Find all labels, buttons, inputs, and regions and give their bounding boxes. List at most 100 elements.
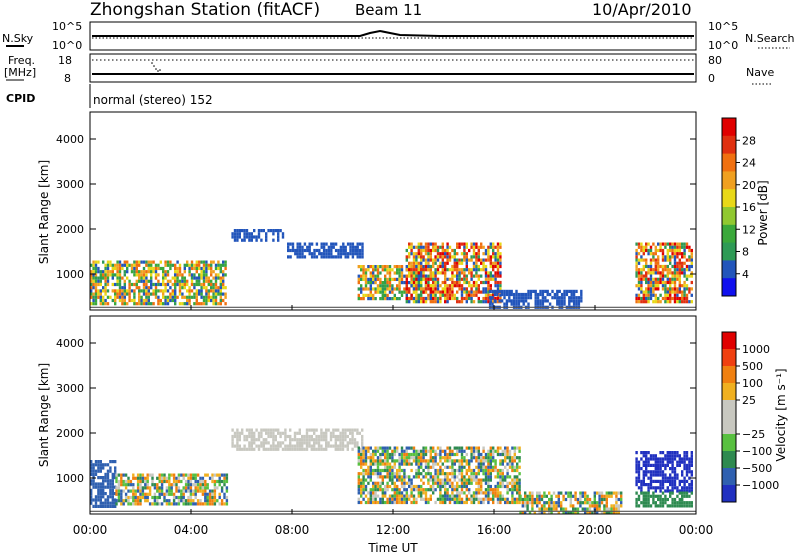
heatmap-cell	[117, 499, 121, 503]
heatmap-cell	[417, 268, 420, 272]
heatmap-cell	[405, 446, 408, 450]
heatmap-cell	[480, 478, 483, 482]
heatmap-cell	[434, 478, 437, 482]
heatmap-cell	[533, 497, 536, 502]
heatmap-cell	[504, 484, 507, 489]
heatmap-cell	[661, 497, 665, 502]
heatmap-cell	[540, 497, 544, 502]
heatmap-cell	[647, 264, 650, 269]
heatmap-cell	[463, 296, 466, 301]
heatmap-cell	[94, 504, 98, 508]
heatmap-cell	[439, 500, 442, 505]
heatmap-cell	[376, 287, 380, 291]
heatmap-cell	[391, 481, 394, 485]
heatmap-cell	[551, 289, 554, 293]
heatmap-cell	[647, 470, 650, 474]
heatmap-cell	[162, 266, 165, 271]
heatmap-cell	[569, 501, 572, 505]
colorbar-segment	[722, 349, 736, 367]
heatmap-cell	[451, 484, 454, 489]
colorbar-tick-label: 25	[742, 394, 756, 407]
heatmap-cell	[388, 268, 392, 272]
heatmap-cell	[424, 290, 428, 294]
heatmap-cell	[213, 486, 217, 490]
heatmap-cell	[400, 271, 404, 275]
velocity-data	[90, 428, 696, 514]
heatmap-cell	[501, 494, 504, 498]
heatmap-cell	[214, 273, 218, 277]
heatmap-cell	[480, 452, 483, 457]
heatmap-cell	[384, 494, 387, 498]
heatmap-cell	[204, 495, 207, 500]
heatmap-cell	[690, 486, 693, 490]
nsky-label: N.Sky	[2, 32, 34, 45]
heatmap-cell	[162, 292, 165, 296]
heatmap-cell	[446, 446, 449, 450]
heatmap-cell	[231, 441, 234, 445]
heatmap-cell	[400, 449, 404, 453]
heatmap-cell	[683, 274, 686, 278]
heatmap-cell	[114, 501, 117, 505]
heatmap-cell	[422, 277, 425, 281]
heatmap-cell	[367, 293, 370, 297]
heatmap-cell	[448, 478, 452, 482]
heatmap-cell	[420, 255, 423, 259]
heatmap-cell	[386, 465, 389, 469]
heatmap-cell	[97, 482, 100, 486]
heatmap-cell	[364, 456, 368, 460]
heatmap-cell	[376, 465, 380, 469]
heatmap-cell	[541, 302, 545, 306]
heatmap-cell	[182, 492, 185, 496]
heatmap-cell	[97, 495, 100, 499]
heatmap-cell	[654, 470, 657, 474]
heatmap-cell	[92, 469, 95, 473]
heatmap-cell	[374, 497, 377, 501]
heatmap-cell	[436, 452, 440, 457]
heatmap-cell	[415, 468, 418, 473]
heatmap-cell	[379, 462, 382, 466]
heatmap-cell	[220, 486, 224, 490]
heatmap-cell	[458, 468, 461, 473]
heatmap-cell	[342, 242, 345, 246]
heatmap-cell	[538, 501, 541, 505]
heatmap-cell	[111, 495, 114, 499]
heatmap-cell	[520, 292, 523, 297]
heatmap-cell	[303, 441, 306, 445]
heatmap-cell	[357, 475, 360, 479]
heatmap-cell	[436, 484, 440, 489]
heatmap-cell	[408, 271, 411, 275]
heatmap-cell	[90, 276, 93, 280]
heatmap-cell	[168, 483, 171, 487]
heatmap-cell	[90, 492, 93, 496]
heatmap-cell	[526, 504, 529, 508]
heatmap-cell	[224, 295, 227, 299]
heatmap-cell	[586, 501, 589, 505]
heatmap-cell	[248, 431, 251, 435]
heatmap-cell	[174, 263, 177, 267]
heatmap-cell	[163, 473, 166, 477]
heatmap-cell	[90, 286, 93, 290]
heatmap-cell	[134, 499, 137, 503]
heatmap-cell	[339, 245, 343, 249]
heatmap-cell	[453, 248, 456, 253]
heatmap-cell	[489, 456, 492, 460]
heatmap-cell	[255, 235, 258, 239]
heatmap-cell	[142, 266, 146, 271]
heatmap-cell	[688, 274, 691, 278]
heatmap-cell	[376, 462, 380, 466]
heatmap-cell	[453, 261, 456, 265]
heatmap-cell	[669, 454, 672, 458]
heatmap-cell	[429, 497, 432, 501]
heatmap-cell	[120, 476, 123, 480]
heatmap-cell	[104, 479, 107, 483]
heatmap-cell	[524, 491, 527, 495]
heatmap-cell	[676, 242, 679, 246]
heatmap-cell	[398, 274, 401, 278]
heatmap-cell	[683, 454, 686, 458]
xtick-label: 00:00	[73, 523, 108, 537]
heatmap-cell	[504, 497, 507, 501]
freq-panel	[89, 53, 697, 83]
heatmap-cell	[635, 463, 638, 467]
